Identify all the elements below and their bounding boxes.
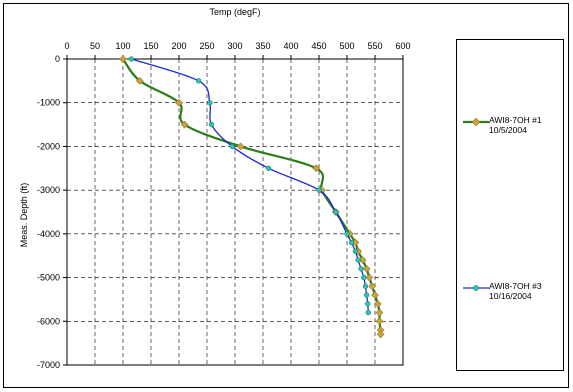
x-tick-label: 450 <box>311 41 326 51</box>
series-line-2 <box>131 58 369 313</box>
data-point-series-1 <box>135 76 144 85</box>
data-point-series-2 <box>333 209 339 215</box>
x-tick-label: 350 <box>255 41 270 51</box>
y-tick-label: -1000 <box>37 98 60 108</box>
legend-label-series-1: AWI8-7OH #1 <box>489 115 542 125</box>
y-tick-label: -5000 <box>37 273 60 283</box>
data-point-series-2 <box>316 187 322 193</box>
y-axis-title: Meas. Depth (ft) <box>19 183 29 248</box>
x-tick-label: 250 <box>199 41 214 51</box>
x-tick-label: 200 <box>171 41 186 51</box>
data-point-series-2 <box>229 143 235 150</box>
x-tick-label: 400 <box>283 41 298 51</box>
data-point-series-1 <box>362 264 371 273</box>
legend-swatch-series-1 <box>463 117 489 127</box>
legend-label-series-2: AWI8-7OH #3 <box>489 281 542 291</box>
data-point-series-1 <box>376 330 385 339</box>
y-tick-label: 0 <box>55 54 60 64</box>
data-point-series-2 <box>208 121 215 128</box>
data-point-series-2 <box>265 165 272 171</box>
x-tick-label: 300 <box>227 41 242 51</box>
x-tick-label: 550 <box>367 41 382 51</box>
data-point-series-1 <box>312 164 321 173</box>
legend-date-series-2: 10/16/2004 <box>489 291 532 301</box>
data-point-series-2 <box>207 100 213 106</box>
data-point-series-1 <box>180 120 189 129</box>
data-point-series-1 <box>375 317 384 326</box>
x-tick-label: 150 <box>143 41 158 51</box>
x-axis-title: Temp (degF) <box>209 7 260 17</box>
data-point-series-2 <box>348 239 355 246</box>
data-point-series-2 <box>361 274 367 281</box>
x-tick-label: 0 <box>64 41 69 51</box>
legend-swatch-series-2 <box>463 285 489 291</box>
data-point-series-1 <box>371 291 379 300</box>
y-tick-label: -7000 <box>37 360 60 370</box>
x-tick-label: 500 <box>339 41 354 51</box>
data-point-series-2 <box>344 231 350 237</box>
data-point-series-2 <box>358 266 364 272</box>
data-point-series-2 <box>128 56 135 62</box>
legend: AWI8-7OH #1 10/5/2004 AWI8-7OH #3 10/16/… <box>456 39 564 371</box>
data-point-series-1 <box>375 308 384 317</box>
data-point-series-2 <box>365 309 371 316</box>
data-point-series-1 <box>236 142 245 151</box>
series-line-1 <box>122 58 382 335</box>
x-tick-label: 600 <box>395 41 410 51</box>
data-point-series-2 <box>352 248 359 254</box>
data-point-series-2 <box>355 257 361 263</box>
data-point-series-2 <box>362 283 369 289</box>
y-tick-label: -2000 <box>37 141 60 151</box>
legend-entry-series-1: AWI8-7OH #1 10/5/2004 <box>457 115 565 145</box>
y-tick-label: -4000 <box>37 229 60 239</box>
data-point-series-2 <box>365 301 371 307</box>
data-point-series-1 <box>175 98 183 107</box>
data-point-series-1 <box>119 55 127 63</box>
x-tick-label: 100 <box>115 41 130 51</box>
data-point-series-2 <box>195 78 202 84</box>
data-point-series-2 <box>363 292 370 298</box>
y-tick-label: -6000 <box>37 316 60 326</box>
data-point-series-1 <box>373 299 382 308</box>
y-tick-label: -3000 <box>37 185 60 195</box>
x-tick-label: 50 <box>90 41 100 51</box>
legend-entry-series-2: AWI8-7OH #3 10/16/2004 <box>457 281 565 311</box>
legend-date-series-1: 10/5/2004 <box>489 125 527 135</box>
data-point-series-1 <box>368 282 377 291</box>
data-point-series-1 <box>365 273 374 282</box>
